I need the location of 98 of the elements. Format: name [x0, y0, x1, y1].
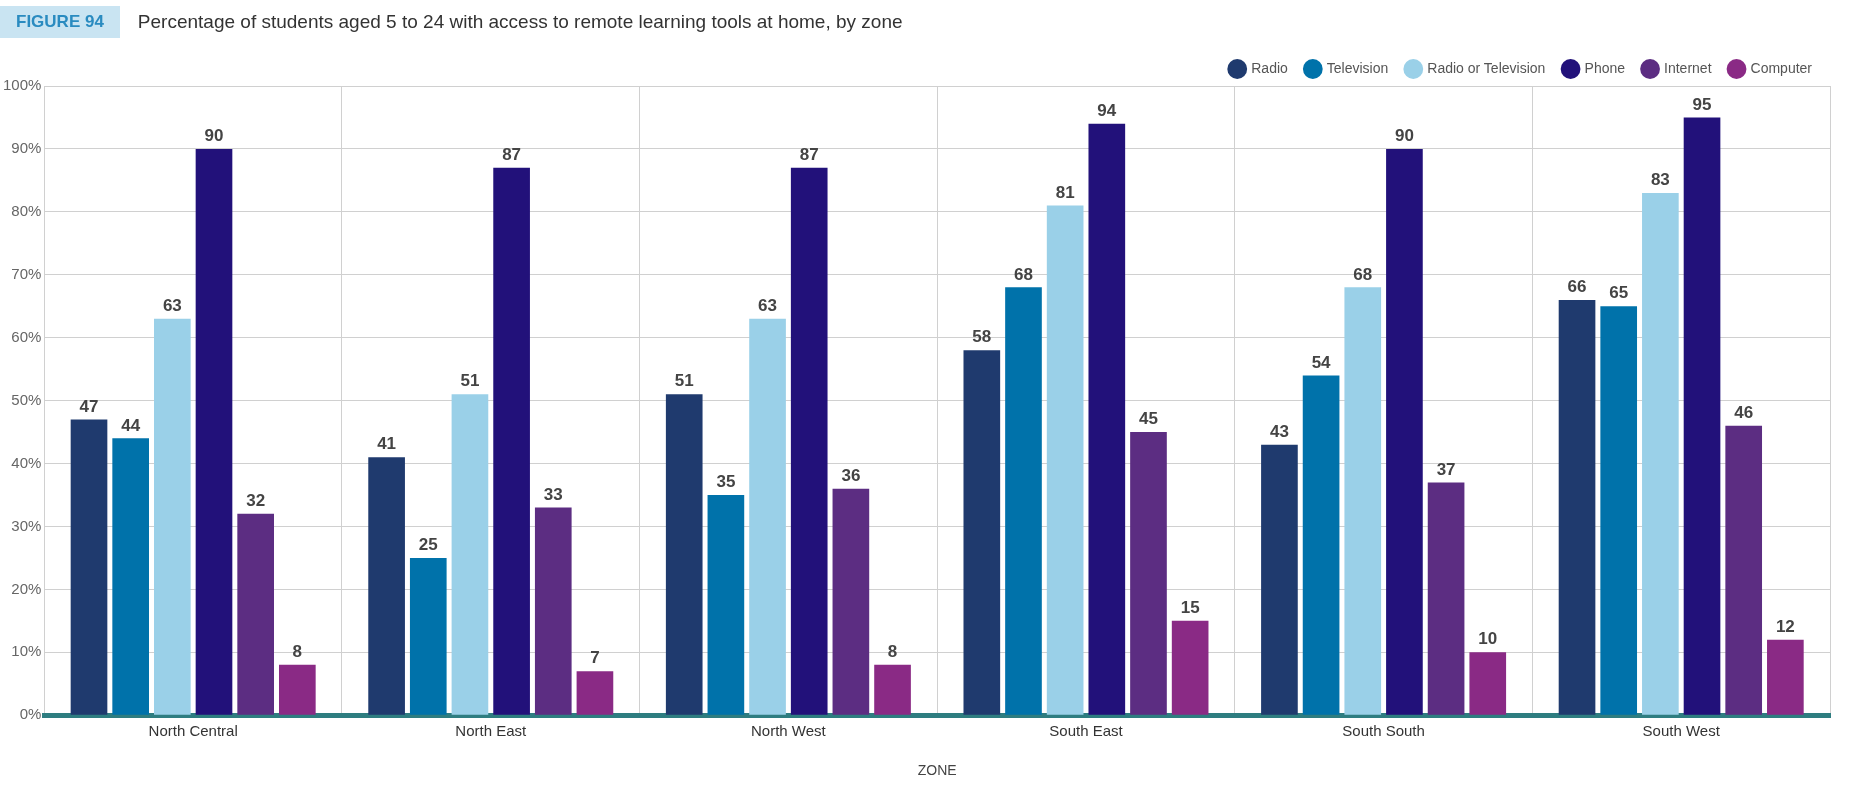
bar	[70, 419, 108, 715]
bar	[707, 494, 745, 715]
y-tick-label: 0%	[19, 705, 42, 723]
data-label: 90	[204, 126, 224, 146]
bar	[493, 167, 530, 715]
legend-label: Computer	[1750, 59, 1813, 76]
data-label: 33	[543, 484, 563, 504]
bar	[279, 664, 316, 715]
data-label: 87	[799, 144, 819, 164]
data-label: 25	[418, 535, 438, 555]
bar	[1767, 639, 1804, 715]
y-tick-label: 20%	[11, 579, 42, 597]
legend-label: Television	[1326, 59, 1389, 76]
y-tick-label: 10%	[11, 642, 42, 660]
data-label: 36	[841, 465, 861, 485]
data-label: 51	[460, 371, 480, 391]
data-label: 90	[1394, 126, 1414, 146]
bar	[1386, 148, 1423, 715]
y-tick-label: 70%	[11, 264, 42, 282]
legend-label: Phone	[1584, 59, 1626, 76]
bar	[1046, 205, 1084, 715]
x-tick-label: South East	[1049, 722, 1124, 740]
data-label: 68	[1353, 264, 1373, 284]
bar	[409, 557, 447, 715]
y-tick-label: 40%	[11, 453, 42, 471]
y-tick-label: 60%	[11, 327, 42, 345]
data-label: 41	[377, 434, 397, 454]
bar	[1683, 117, 1721, 715]
x-tick-label: North West	[751, 722, 827, 740]
legend-label: Radio or Television	[1427, 59, 1546, 76]
bar	[1469, 652, 1507, 715]
bar	[665, 394, 703, 715]
y-tick-label: 100%	[2, 76, 42, 94]
data-label: 10	[1478, 629, 1498, 649]
bar	[1088, 123, 1126, 715]
bar	[195, 148, 233, 715]
bar	[1344, 287, 1382, 715]
data-label: 43	[1269, 421, 1289, 441]
data-label: 7	[590, 648, 600, 668]
bar	[1600, 306, 1638, 715]
x-tick-label: North Central	[148, 722, 238, 740]
bar	[154, 318, 191, 715]
data-label: 47	[79, 396, 99, 416]
bar	[790, 167, 828, 715]
x-axis-title: ZONE	[917, 762, 957, 779]
bar	[1261, 444, 1298, 715]
caption: FIGURE 94	[0, 6, 120, 38]
data-label: 8	[292, 642, 303, 662]
bar	[1427, 482, 1465, 715]
bar	[874, 664, 911, 715]
data-label: 35	[716, 472, 736, 492]
data-label: 68	[1014, 264, 1033, 284]
data-label: 37	[1436, 459, 1456, 479]
x-tick-label: South South	[1342, 722, 1425, 740]
bar	[1725, 425, 1763, 715]
bar	[368, 457, 405, 715]
data-label: 63	[758, 295, 778, 315]
data-label: 66	[1567, 277, 1587, 297]
bar	[576, 671, 614, 715]
bar	[534, 507, 572, 715]
data-label: 65	[1609, 283, 1629, 303]
bar	[1558, 299, 1596, 715]
data-label: 81	[1055, 182, 1075, 202]
bar	[1302, 375, 1340, 715]
data-label: 58	[972, 327, 992, 347]
data-label: 87	[502, 144, 522, 164]
bar	[749, 318, 786, 715]
x-tick-label: South West	[1642, 722, 1721, 740]
bar	[1171, 620, 1209, 715]
bar	[451, 394, 489, 715]
y-tick-label: 50%	[11, 390, 42, 408]
chart-title: Percentage of students aged 5 to 24 with access to remote learning tools at home, by zone	[137, 11, 903, 33]
bar	[1130, 432, 1167, 715]
bar	[112, 438, 149, 715]
data-label: 12	[1775, 616, 1795, 636]
data-label: 94	[1097, 100, 1117, 120]
data-label: 44	[121, 415, 141, 435]
bar	[963, 350, 1001, 715]
data-label: 45	[1139, 409, 1158, 429]
data-label: 32	[246, 491, 266, 511]
data-label: 51	[674, 371, 694, 391]
legend-label: Radio	[1251, 59, 1289, 76]
y-tick-label: 90%	[11, 139, 42, 157]
y-tick-label: 30%	[11, 516, 42, 534]
data-label: 8	[887, 642, 898, 662]
data-label: 46	[1734, 402, 1754, 422]
data-label: 83	[1650, 170, 1670, 190]
y-tick-label: 80%	[11, 201, 42, 219]
data-label: 95	[1692, 94, 1712, 114]
legend-label: Internet	[1664, 59, 1712, 76]
bar	[237, 513, 274, 715]
bar	[1005, 287, 1042, 715]
data-label: 15	[1180, 598, 1200, 618]
bar	[832, 488, 870, 715]
bar	[1642, 192, 1679, 715]
x-tick-label: North East	[455, 722, 528, 740]
data-label: 54	[1311, 352, 1332, 372]
data-label: 63	[162, 295, 182, 315]
